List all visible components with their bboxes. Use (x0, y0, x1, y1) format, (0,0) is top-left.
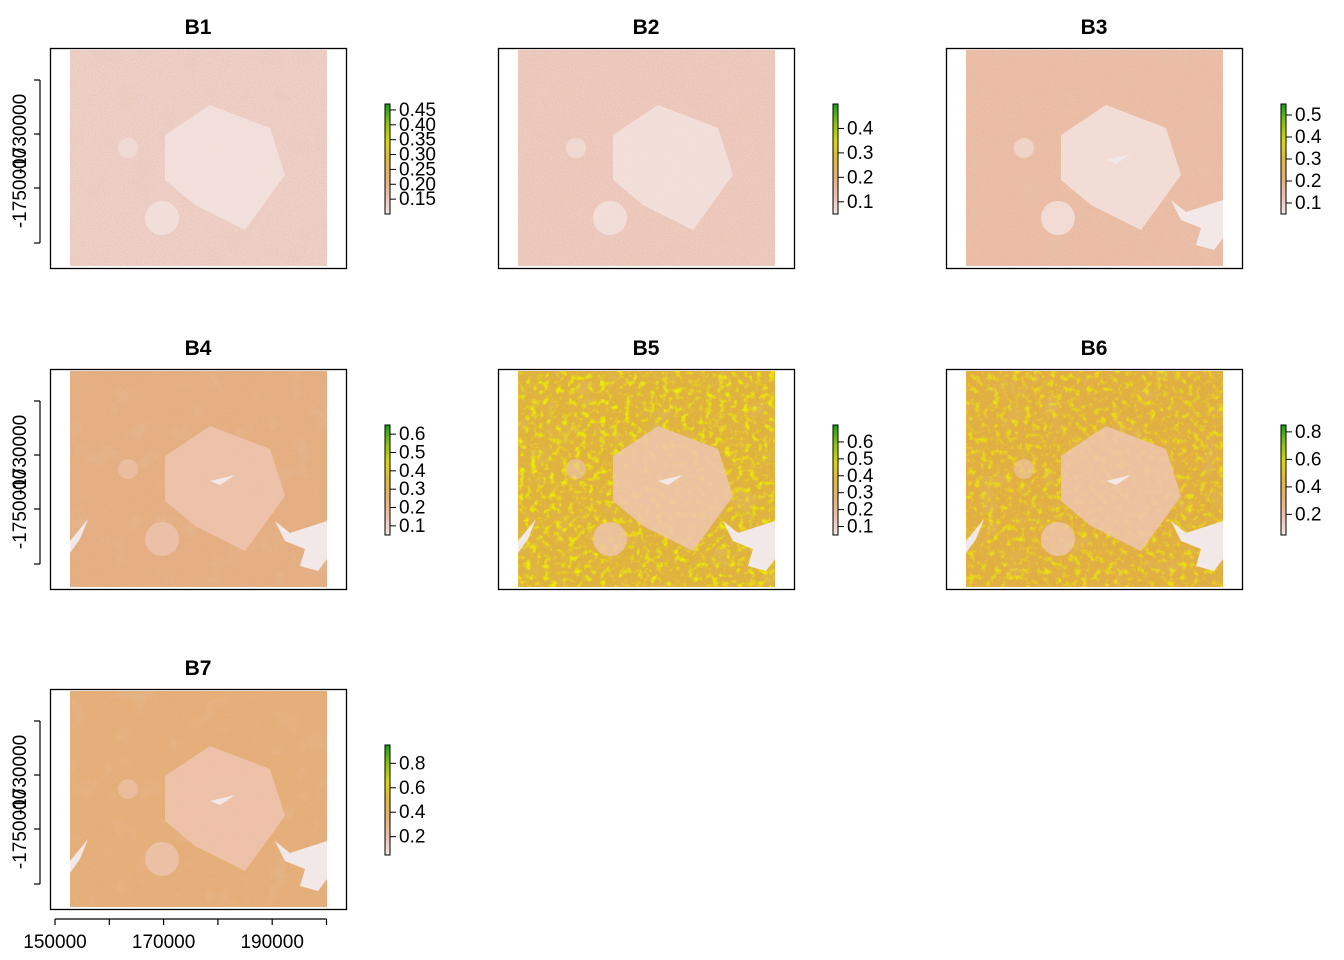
legend-tick-label: 0.35 (399, 130, 436, 151)
panel-frame (945, 368, 1244, 591)
legend-tick-label: 0.6 (399, 424, 425, 445)
band-panel-b1: B1-1730000-1750000 0.150.200.250.300.350.… (10, 16, 436, 270)
band-panel-b5: B5 0.10.20.30.40.50.6 (497, 337, 874, 591)
y-tick-label: -1730000 (10, 415, 31, 495)
raster-image (966, 50, 1223, 266)
legend-tick-label: 0.5 (1295, 105, 1321, 126)
y-tick-label: -1750000 (10, 469, 31, 549)
legend-tick-label: 0.5 (399, 443, 425, 464)
panel-title: B7 (185, 657, 212, 680)
legend-tick-label: 0.2 (1295, 171, 1321, 192)
raster-image (70, 50, 327, 266)
x-tick-label: 150000 (23, 932, 86, 953)
legend-tick-label: 0.2 (1295, 504, 1321, 525)
legend-tick-label: 0.1 (1295, 193, 1321, 214)
legend-tick-label: 0.2 (847, 500, 873, 521)
panel-frame (49, 368, 348, 591)
panel-frame (49, 688, 348, 911)
legend-tick-label: 0.6 (399, 778, 425, 799)
raster-image (966, 371, 1223, 587)
legend-colorbar: 0.10.20.30.40.50.6 (832, 424, 874, 538)
y-tick-label: -1730000 (10, 735, 31, 815)
band-panel-b4: B4 -1730000-1750000 0.10.20.30.40.50.6 (10, 337, 426, 591)
legend-colorbar: 0.10.20.30.40.50.6 (384, 424, 426, 537)
legend-tick-label: 0.45 (399, 100, 436, 121)
panel-title: B4 (185, 337, 212, 360)
panel-title: B2 (633, 16, 660, 39)
y-tick-label: -1730000 (10, 94, 31, 174)
legend-tick-label: 0.2 (399, 498, 425, 519)
legend-tick-label: 0.25 (399, 159, 436, 180)
panel-frame (49, 47, 348, 270)
raster-image (518, 371, 775, 587)
legend-tick-label: 0.2 (847, 167, 873, 188)
panel-title: B1 (185, 16, 212, 39)
legend-tick-label: 0.8 (399, 753, 425, 774)
legend-tick-label: 0.1 (847, 517, 873, 538)
legend-tick-label: 0.3 (847, 143, 873, 164)
legend-tick-label: 0.4 (399, 802, 426, 823)
legend-tick-label: 0.6 (847, 432, 873, 453)
legend-tick-label: 0.2 (399, 827, 425, 848)
raster-image (70, 691, 327, 907)
legend-colorbar: 0.2 0.4 0.6 0.8 (384, 744, 426, 856)
legend-tick-label: 0.3 (1295, 149, 1321, 170)
raster-image (518, 50, 775, 266)
legend-tick-label: 0.15 (399, 189, 436, 210)
legend-tick-label: 0.4 (847, 466, 874, 487)
panel-frame (497, 47, 796, 270)
legend-colorbar: 0.10.20.30.40.5 (1280, 103, 1322, 215)
legend-tick-label: 0.4 (1295, 477, 1322, 498)
x-tick-label: 190000 (240, 932, 303, 953)
legend-colorbar: 0.150.200.250.300.350.400.45 (384, 100, 436, 215)
band-panel-b6: B6 0.2 0.4 0.6 0.8 (945, 337, 1322, 591)
legend-tick-label: 0.6 (1295, 449, 1321, 470)
y-tick-label: -1750000 (10, 789, 31, 869)
legend-tick-label: 0.40 (399, 115, 436, 136)
band-panel-b3: B3 0.10.20.30.40.5 (945, 16, 1322, 270)
panel-title: B5 (633, 337, 660, 360)
legend-tick-label: 0.4 (1295, 127, 1322, 148)
panel-frame (497, 368, 796, 591)
x-tick-label: 170000 (132, 932, 195, 953)
y-tick-label: -1750000 (10, 148, 31, 228)
legend-tick-label: 0.20 (399, 174, 436, 195)
legend-tick-label: 0.5 (847, 449, 873, 470)
legend-tick-label: 0.3 (847, 483, 873, 504)
legend-colorbar: 0.1 0.2 0.3 0.4 (832, 103, 874, 215)
legend-tick-label: 0.8 (1295, 422, 1321, 443)
legend-tick-label: 0.3 (399, 479, 425, 500)
legend-tick-label: 0.1 (847, 192, 873, 213)
panel-frame (945, 47, 1244, 270)
legend-tick-label: 0.4 (399, 461, 426, 482)
legend-tick-label: 0.4 (847, 118, 874, 139)
legend-colorbar: 0.2 0.4 0.6 0.8 (1280, 422, 1322, 536)
panel-title: B3 (1081, 16, 1108, 39)
band-panel-b2: B2 0.1 0.2 0.3 0.4 (497, 16, 874, 270)
raster-image (70, 371, 327, 587)
legend-tick-label: 0.1 (399, 516, 425, 537)
legend-tick-label: 0.30 (399, 145, 436, 166)
panel-title: B6 (1081, 337, 1108, 360)
